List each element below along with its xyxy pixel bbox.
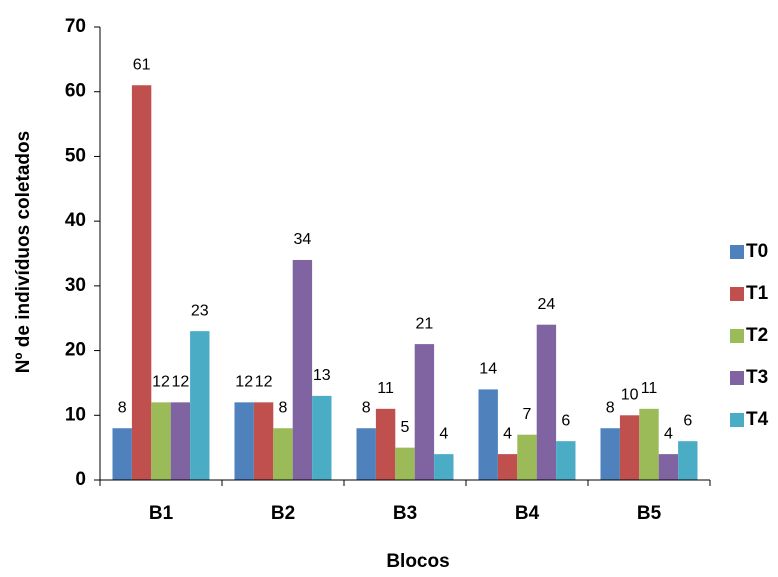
bar [312, 395, 332, 480]
value-label: 24 [538, 296, 556, 313]
value-label: 13 [313, 367, 331, 384]
value-label: 61 [133, 56, 151, 73]
value-label: 12 [172, 374, 190, 391]
value-label: 10 [621, 387, 639, 404]
value-label: 11 [641, 380, 658, 397]
y-tick-label: 70 [65, 16, 86, 37]
bar [536, 324, 557, 480]
y-tick-label: 50 [65, 145, 86, 166]
bar [639, 408, 659, 480]
bar [434, 454, 454, 480]
bar [395, 447, 415, 480]
x-tick-label: B5 [637, 503, 662, 524]
y-tick-label: 0 [75, 469, 86, 490]
value-label: 4 [439, 425, 448, 442]
value-label: 8 [362, 399, 371, 416]
y-tick-label: 20 [65, 340, 86, 361]
x-tick-label: B3 [393, 503, 417, 524]
bar [556, 441, 576, 480]
value-label: 23 [191, 302, 209, 319]
value-label: 5 [401, 419, 410, 436]
bar [170, 402, 191, 480]
value-label: 8 [279, 399, 288, 416]
bar [253, 402, 274, 480]
value-label: 12 [152, 374, 170, 391]
bar [273, 428, 293, 480]
y-tick-label: 30 [65, 275, 86, 296]
value-label: 21 [416, 315, 434, 332]
value-label: 7 [523, 406, 532, 423]
y-tick-label: 60 [65, 81, 86, 102]
y-tick-label: 40 [65, 210, 86, 231]
bar [600, 428, 620, 480]
bar [658, 454, 679, 480]
value-label: 34 [294, 231, 312, 248]
legend-swatch [730, 329, 744, 343]
x-tick-label: B4 [515, 503, 540, 524]
legend-label: T2 [746, 325, 768, 346]
bar [478, 389, 498, 480]
bar [131, 85, 152, 480]
value-label: 6 [683, 412, 692, 429]
bar [619, 415, 640, 480]
x-tick-label: B2 [271, 503, 295, 524]
legend-label: T3 [746, 367, 768, 388]
legend-label: T0 [746, 241, 768, 262]
legend-swatch [730, 245, 744, 259]
y-axis-title: Nº de indivíduos coletados [13, 131, 34, 373]
bar [112, 428, 132, 480]
bar [292, 259, 313, 480]
x-axis-title: Blocos [386, 551, 449, 572]
value-label: 14 [479, 361, 497, 378]
bar [234, 402, 254, 480]
bar [190, 331, 210, 480]
legend-label: T4 [746, 409, 769, 430]
value-label: 12 [255, 374, 273, 391]
x-tick-label: B1 [149, 503, 174, 524]
y-tick-label: 10 [65, 404, 86, 425]
value-label: 11 [377, 380, 394, 397]
legend-label: T1 [746, 283, 769, 304]
legend-swatch [730, 371, 744, 385]
bar [356, 428, 376, 480]
bar [414, 344, 435, 480]
value-label: 4 [503, 425, 512, 442]
value-label: 8 [606, 399, 615, 416]
value-label: 6 [561, 412, 570, 429]
value-label: 8 [118, 399, 127, 416]
value-label: 12 [235, 374, 253, 391]
bar [375, 408, 396, 480]
value-label: 4 [664, 425, 673, 442]
bar [497, 454, 518, 480]
bar [517, 434, 537, 480]
legend-swatch [730, 287, 744, 301]
legend-swatch [730, 413, 744, 427]
bar [151, 402, 171, 480]
bar [678, 441, 698, 480]
